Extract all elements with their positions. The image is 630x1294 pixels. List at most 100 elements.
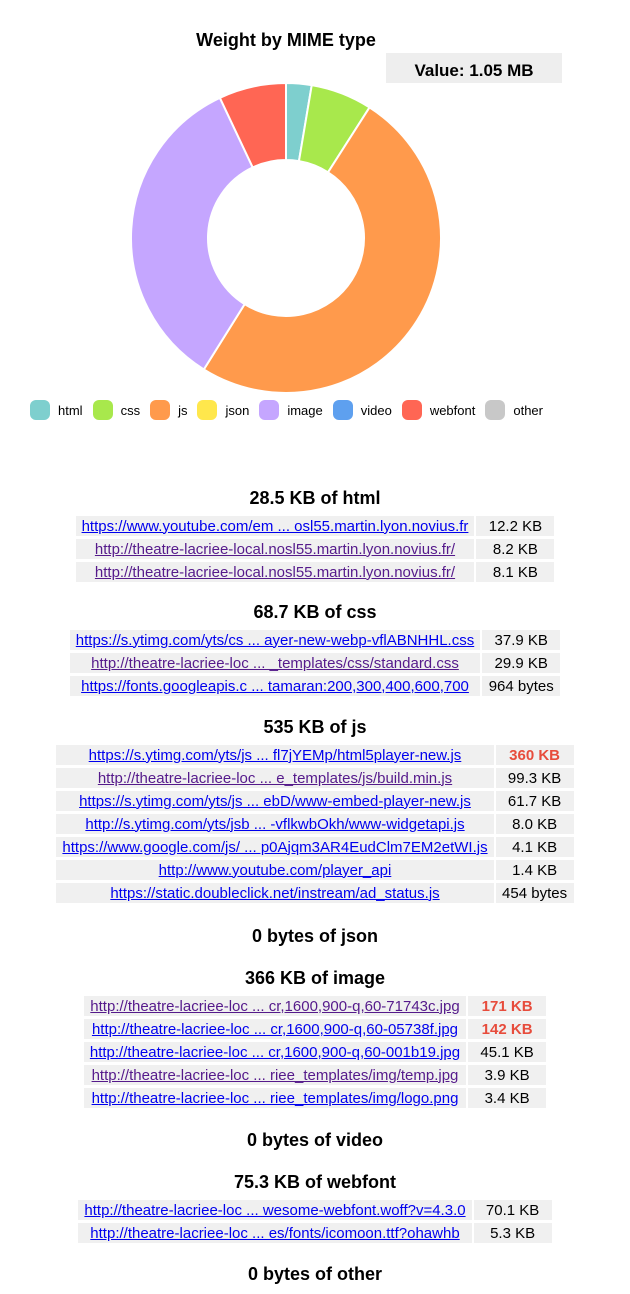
- url-cell: http://theatre-lacriee-loc ... wesome-we…: [78, 1200, 472, 1220]
- section-title: 0 bytes of json: [251, 926, 379, 946]
- size-cell: 4.1 KB: [495, 837, 574, 857]
- resource-link[interactable]: http://theatre-lacriee-loc ... wesome-we…: [84, 1201, 466, 1219]
- legend-item-html[interactable]: html: [30, 400, 83, 420]
- resource-link[interactable]: http://theatre-lacriee-loc ... es/fonts/…: [90, 1224, 460, 1242]
- url-cell: http://theatre-lacriee-loc ... cr,1600,9…: [83, 1019, 467, 1039]
- resource-link[interactable]: http://www.youtube.com/player_api: [158, 861, 392, 879]
- resource-table: https://s.ytimg.com/yts/cs ... ayer-new-…: [68, 627, 562, 699]
- resource-link[interactable]: https://fonts.googleapis.c ... tamaran:2…: [81, 677, 469, 695]
- table-row: http://theatre-lacriee-loc ... cr,1600,9…: [83, 996, 547, 1016]
- resource-link[interactable]: https://www.google.com/js/ ... p0Ajqm3AR…: [62, 838, 488, 856]
- resource-link[interactable]: http://theatre-lacriee-loc ... riee_temp…: [91, 1089, 459, 1107]
- resource-link[interactable]: https://www.youtube.com/em ... osl55.mar…: [81, 517, 469, 535]
- legend-label: other: [513, 402, 543, 418]
- legend-swatch: [485, 400, 506, 420]
- section-title: 535 KB of js: [263, 717, 367, 737]
- table-row: http://theatre-lacriee-loc ... wesome-we…: [78, 1200, 552, 1220]
- resource-link[interactable]: https://s.ytimg.com/yts/js ... ebD/www-e…: [79, 792, 471, 810]
- url-cell: http://theatre-lacriee-loc ... _template…: [69, 653, 481, 673]
- section-title: 28.5 KB of html: [249, 488, 381, 508]
- resource-link[interactable]: http://s.ytimg.com/yts/jsb ... -vflkwbOk…: [85, 815, 465, 833]
- url-cell: http://www.youtube.com/player_api: [56, 860, 494, 880]
- chart-legend: html css js json image video webfont other: [30, 400, 553, 420]
- legend-label: video: [360, 402, 392, 418]
- legend-item-js[interactable]: js: [150, 400, 187, 420]
- section-title: 366 KB of image: [244, 968, 386, 988]
- table-row: http://theatre-lacriee-loc ... es/fonts/…: [78, 1223, 552, 1243]
- legend-swatch: [401, 400, 422, 420]
- legend-item-webfont[interactable]: webfont: [401, 400, 475, 420]
- table-row: https://fonts.googleapis.c ... tamaran:2…: [69, 676, 561, 696]
- legend-label: js: [178, 402, 188, 418]
- url-cell: https://s.ytimg.com/yts/cs ... ayer-new-…: [69, 630, 481, 650]
- size-cell: 360 KB: [495, 745, 574, 765]
- size-cell: 5.3 KB: [473, 1223, 552, 1243]
- legend-item-json[interactable]: json: [197, 400, 249, 420]
- size-cell: 99.3 KB: [495, 768, 574, 788]
- size-cell: 3.4 KB: [468, 1088, 547, 1108]
- section-image: 366 KB of image http://theatre-lacriee-lo…: [0, 968, 630, 1111]
- url-cell: https://fonts.googleapis.c ... tamaran:2…: [69, 676, 481, 696]
- resource-link[interactable]: https://static.doubleclick.net/instream/…: [110, 884, 440, 902]
- url-cell: http://theatre-lacriee-loc ... e_templat…: [56, 768, 494, 788]
- size-cell: 171 KB: [468, 996, 547, 1016]
- legend-swatch: [30, 400, 50, 420]
- resource-link[interactable]: https://s.ytimg.com/yts/cs ... ayer-new-…: [75, 631, 475, 649]
- url-cell: http://theatre-lacriee-loc ... riee_temp…: [83, 1088, 467, 1108]
- value-tooltip: Value: 1.05 MB: [386, 53, 562, 83]
- size-cell: 8.2 KB: [476, 539, 555, 559]
- slice-webfont[interactable]: [218, 81, 287, 169]
- resource-link[interactable]: http://theatre-lacriee-local.nosl55.mart…: [94, 540, 456, 558]
- url-cell: https://www.youtube.com/em ... osl55.mar…: [75, 516, 475, 536]
- legend-item-video[interactable]: video: [332, 400, 392, 420]
- legend-swatch: [332, 400, 353, 420]
- url-cell: http://theatre-lacriee-loc ... riee_temp…: [83, 1065, 467, 1085]
- table-row: http://s.ytimg.com/yts/jsb ... -vflkwbOk…: [56, 814, 574, 834]
- resource-link[interactable]: http://theatre-lacriee-local.nosl55.mart…: [94, 563, 456, 581]
- resource-link[interactable]: http://theatre-lacriee-loc ... riee_temp…: [91, 1066, 459, 1084]
- section-css: 68.7 KB of css https://s.ytimg.com/yts/cs…: [0, 602, 630, 699]
- section-title: 0 bytes of other: [247, 1264, 383, 1284]
- section-other: 0 bytes of other: [0, 1264, 630, 1285]
- section-json: 0 bytes of json: [0, 926, 630, 947]
- resource-table: http://theatre-lacriee-loc ... wesome-we…: [76, 1197, 553, 1246]
- table-row: https://www.google.com/js/ ... p0Ajqm3AR…: [56, 837, 574, 857]
- resource-table: https://www.youtube.com/em ... osl55.mar…: [74, 513, 557, 585]
- table-row: https://static.doubleclick.net/instream/…: [56, 883, 574, 903]
- size-cell: 37.9 KB: [482, 630, 561, 650]
- url-cell: https://static.doubleclick.net/instream/…: [56, 883, 494, 903]
- legend-swatch: [150, 400, 171, 420]
- legend-label: image: [287, 402, 323, 418]
- chart-title: Weight by MIME type: [196, 30, 376, 50]
- table-row: http://theatre-lacriee-local.nosl55.mart…: [75, 539, 555, 559]
- size-cell: 3.9 KB: [468, 1065, 547, 1085]
- legend-item-other[interactable]: other: [485, 400, 543, 420]
- slice-image[interactable]: [130, 96, 255, 371]
- table-row: http://theatre-lacriee-loc ... _template…: [69, 653, 561, 673]
- table-row: http://theatre-lacriee-loc ... riee_temp…: [83, 1088, 547, 1108]
- resource-link[interactable]: http://theatre-lacriee-loc ... e_templat…: [97, 769, 453, 787]
- url-cell: https://s.ytimg.com/yts/js ... ebD/www-e…: [56, 791, 494, 811]
- resource-link[interactable]: http://theatre-lacriee-loc ... cr,1600,9…: [91, 1020, 459, 1038]
- url-cell: http://theatre-lacriee-loc ... es/fonts/…: [78, 1223, 472, 1243]
- size-cell: 8.1 KB: [476, 562, 555, 582]
- size-cell: 61.7 KB: [495, 791, 574, 811]
- section-title: 0 bytes of video: [246, 1130, 384, 1150]
- slice-js[interactable]: [202, 106, 443, 394]
- table-row: http://theatre-lacriee-loc ... cr,1600,9…: [83, 1042, 547, 1062]
- resource-link[interactable]: https://s.ytimg.com/yts/js ... fl7jYEMp/…: [88, 746, 462, 764]
- url-cell: https://s.ytimg.com/yts/js ... fl7jYEMp/…: [56, 745, 494, 765]
- resource-link[interactable]: http://theatre-lacriee-loc ... cr,1600,9…: [90, 997, 460, 1015]
- resource-link[interactable]: http://theatre-lacriee-loc ... _template…: [91, 654, 459, 672]
- resource-link[interactable]: http://theatre-lacriee-loc ... cr,1600,9…: [89, 1043, 461, 1061]
- legend-item-css[interactable]: css: [92, 400, 141, 420]
- size-cell: 454 bytes: [495, 883, 574, 903]
- legend-swatch: [197, 400, 218, 420]
- donut-chart[interactable]: [0, 0, 630, 400]
- legend-item-image[interactable]: image: [259, 400, 323, 420]
- section-video: 0 bytes of video: [0, 1130, 630, 1151]
- legend-label: css: [120, 402, 141, 418]
- table-row: https://s.ytimg.com/yts/js ... ebD/www-e…: [56, 791, 574, 811]
- resource-table: http://theatre-lacriee-loc ... cr,1600,9…: [82, 993, 548, 1111]
- table-row: http://www.youtube.com/player_api 1.4 KB: [56, 860, 574, 880]
